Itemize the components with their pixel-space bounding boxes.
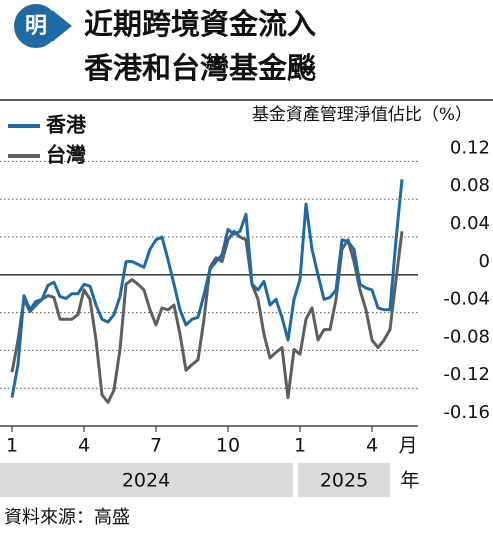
y-tick-label: -0.16 <box>443 402 490 423</box>
x-tick-label: 4 <box>366 435 378 457</box>
y-tick-label: -0.04 <box>443 289 490 310</box>
y-tick-label: 0 <box>479 251 490 272</box>
y-tick-label: -0.12 <box>443 364 490 385</box>
source: 資料來源：高盛 <box>4 507 130 528</box>
x-tick-label: 4 <box>78 435 90 457</box>
logo-text: 明 <box>25 14 47 39</box>
year-band <box>0 463 293 497</box>
y-tick-label: 0.04 <box>450 213 490 234</box>
chart-title: 近期跨境資金流入 <box>84 7 316 41</box>
x-tick-label: 1 <box>294 435 306 457</box>
year-band <box>298 463 390 497</box>
year-unit: 年 <box>400 470 419 492</box>
x-tick-label: 1 <box>6 435 18 457</box>
y-axis-title: 基金資產管理淨值佔比（%） <box>252 105 472 125</box>
logo-arrow <box>52 10 72 42</box>
chart-title: 香港和台灣基金飈 <box>84 51 316 85</box>
x-unit: 月 <box>398 435 417 457</box>
y-tick-label: 0.12 <box>450 137 490 158</box>
series-line <box>10 179 404 398</box>
y-tick-label: 0.08 <box>450 175 490 196</box>
year-label: 2025 <box>320 470 368 492</box>
x-tick-label: 10 <box>216 435 240 457</box>
logo-badge <box>14 4 58 48</box>
year-label: 2024 <box>122 470 170 492</box>
series-line <box>10 229 404 404</box>
x-tick-label: 7 <box>150 435 162 457</box>
legend-label: 台灣 <box>46 143 86 167</box>
y-tick-label: -0.08 <box>443 326 490 347</box>
legend-label: 香港 <box>46 113 87 137</box>
